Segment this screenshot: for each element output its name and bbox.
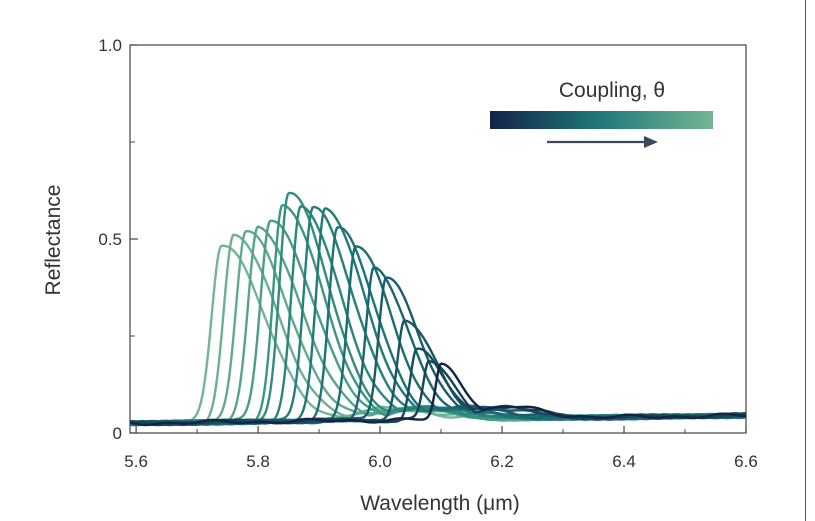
series-line bbox=[130, 191, 746, 427]
legend-gradient-bar bbox=[490, 111, 713, 129]
legend-title: Coupling, θ bbox=[559, 79, 665, 102]
legend-arrowhead-icon bbox=[644, 136, 658, 148]
series-line bbox=[130, 276, 746, 426]
x-tick-label: 6.2 bbox=[490, 452, 514, 471]
series-line bbox=[130, 362, 746, 427]
legend: Coupling, θ bbox=[490, 79, 713, 148]
x-axis-title: Wavelength (μm) bbox=[360, 492, 520, 515]
series-line bbox=[130, 265, 746, 426]
y-axis-title: Reflectance bbox=[42, 185, 65, 296]
series-line bbox=[130, 359, 746, 427]
x-tick-label: 5.6 bbox=[124, 452, 148, 471]
x-tick-label: 6.0 bbox=[368, 452, 392, 471]
y-axis: 0 0.5 1.0 bbox=[98, 36, 138, 443]
x-tick-label: 5.8 bbox=[246, 452, 270, 471]
series-group bbox=[130, 191, 746, 427]
x-tick-label: 6.6 bbox=[734, 452, 758, 471]
x-axis: 5.6 5.8 6.0 6.2 6.4 6.6 bbox=[124, 426, 758, 471]
y-tick-label: 0.5 bbox=[98, 230, 122, 249]
divider bbox=[805, 0, 806, 521]
x-tick-label: 6.4 bbox=[612, 452, 636, 471]
y-tick-label: 1.0 bbox=[98, 36, 122, 55]
y-tick-label: 0 bbox=[113, 424, 122, 443]
